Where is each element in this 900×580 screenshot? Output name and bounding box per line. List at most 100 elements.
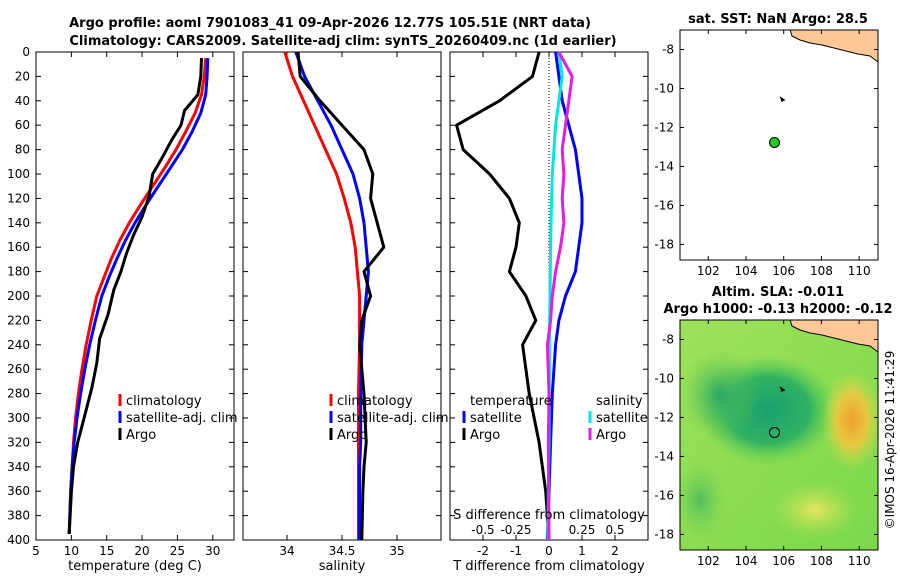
legend-s-argo: Argo — [596, 428, 626, 443]
lon-tick-label: 110 — [848, 554, 871, 568]
x-tick-label: 1 — [578, 544, 586, 558]
y-tick-label: 40 — [15, 94, 30, 108]
y-tick-label: 220 — [7, 313, 30, 327]
s-tick-label: 0.5 — [605, 523, 624, 537]
temperature-axis-label: temperature (deg C) — [68, 559, 202, 574]
legend-argo: Argo — [337, 428, 367, 443]
series-line-satellite-adj-clim — [294, 51, 370, 540]
difference-panel: -2 -1 0 1 2 S difference from climatology -0… — [449, 51, 649, 574]
sla-map-axes — [679, 319, 879, 551]
y-tick-label: 80 — [15, 143, 30, 157]
salinity-ticks: 34 34.5 35 — [279, 52, 405, 558]
salinity-lines — [283, 51, 386, 541]
lat-tick-label: -12 — [654, 120, 674, 134]
lon-tick-label: 102 — [697, 264, 720, 278]
salinity-panel: 34 34.5 35 salinity climatology satellite-… — [242, 51, 449, 574]
lat-tick-label: -16 — [654, 488, 674, 502]
lat-tick-label: -8 — [662, 42, 674, 56]
sla-low-anomaly-sw — [675, 460, 725, 540]
x-tick-label: -2 — [477, 544, 489, 558]
temperature-lines — [67, 57, 210, 534]
x-tick-label: 10 — [64, 544, 79, 558]
x-tick-label: -1 — [510, 544, 522, 558]
lon-tick-label: 108 — [810, 554, 833, 568]
legend-temperature-title: temperature — [470, 394, 552, 409]
series-line-climatology — [283, 51, 362, 540]
y-tick-label: 280 — [7, 387, 30, 401]
sla-map-ticks: 102 104 106 108 110 -8 -10 -12 -14 -16 -18 — [654, 320, 878, 568]
temperature-diff-legend: temperature satellite Argo — [462, 394, 552, 443]
series-line-climatology — [67, 57, 208, 534]
salinity-depth-ticks — [243, 51, 441, 541]
salinity-diff-legend: salinity satellite Argo — [588, 394, 648, 443]
y-tick-label: 380 — [7, 509, 30, 523]
temperature-ticks: 5 10 15 20 25 30 — [32, 52, 220, 558]
sla-map-subtitle: Argo h1000: -0.13 h2000: -0.12 — [663, 302, 892, 317]
sst-map-ticks: 102 104 106 108 110 -8 -10 -12 -14 -16 -18 — [654, 30, 878, 278]
x-tick-label: 15 — [99, 544, 114, 558]
sla-map: Altim. SLA: -0.011 Argo h1000: -0.13 h20… — [654, 285, 892, 568]
lon-tick-label: 106 — [772, 554, 795, 568]
t-difference-axis-label: T difference from climatology — [452, 559, 645, 574]
y-tick-label: 140 — [7, 216, 30, 230]
sla-map-title: Altim. SLA: -0.011 — [712, 285, 844, 300]
x-tick-label: 2 — [611, 544, 619, 558]
x-tick-label: 30 — [205, 544, 220, 558]
legend-argo: Argo — [126, 428, 156, 443]
lat-tick-label: -16 — [654, 198, 674, 212]
series-line-satellite-adj-clim — [67, 58, 210, 534]
legend-climatology: climatology — [126, 394, 202, 409]
y-tick-label: 100 — [7, 167, 30, 181]
difference-lines — [455, 51, 584, 541]
y-tick-label: 200 — [7, 289, 30, 303]
y-tick-label: 120 — [7, 191, 30, 205]
y-tick-label: 240 — [7, 338, 30, 352]
salinity-axis-label: salinity — [319, 559, 366, 574]
sla-low-anomaly-west — [680, 350, 760, 440]
christmas-island — [779, 96, 786, 103]
lon-tick-label: 102 — [697, 554, 720, 568]
series-line-s-satellite — [546, 51, 564, 541]
lat-tick-label: -14 — [654, 449, 674, 463]
argo-position-marker — [768, 426, 780, 438]
imos-watermark: ©IMOS 16-Apr-2026 11:41:29 — [883, 351, 897, 530]
y-tick-label: 0 — [22, 45, 30, 59]
y-tick-label: 300 — [7, 411, 30, 425]
christmas-island — [779, 386, 786, 393]
lat-tick-label: -10 — [654, 81, 674, 95]
x-tick-label: 35 — [389, 544, 404, 558]
title-line-2: Climatology: CARS2009. Satellite-adj cli… — [69, 34, 616, 49]
difference-depth-ticks — [450, 51, 648, 541]
y-tick-label: 360 — [7, 484, 30, 498]
legend-s-satellite: satellite — [596, 411, 648, 426]
series-line-s-argo — [545, 51, 574, 541]
sla-high-anomaly — [822, 370, 882, 470]
title-line-1: Argo profile: aoml 7901083_41 09-Apr-202… — [69, 16, 591, 31]
s-tick-label: -0.25 — [500, 523, 531, 537]
s-tick-label: 0.25 — [569, 523, 596, 537]
series-line-t-argo — [455, 51, 551, 541]
lat-tick-label: -12 — [654, 410, 674, 424]
series-line-argo — [67, 58, 203, 534]
sst-map-title: sat. SST: NaN Argo: 28.5 — [688, 12, 868, 27]
lat-tick-label: -18 — [654, 237, 674, 251]
depth-ticks: 0 20 40 60 80 100 120 140 160 180 200 220 240 260 280 3… — [7, 45, 234, 547]
lon-tick-label: 106 — [772, 264, 795, 278]
temperature-axes — [35, 51, 235, 541]
y-tick-label: 260 — [7, 362, 30, 376]
x-tick-label: 0 — [545, 544, 553, 558]
x-tick-label: 20 — [134, 544, 149, 558]
legend-t-satellite: satellite — [470, 411, 522, 426]
lat-tick-label: -14 — [654, 159, 674, 173]
legend-climatology: climatology — [337, 394, 413, 409]
legend-satellite: satellite-adj. clim — [337, 411, 449, 426]
lon-tick-label: 104 — [735, 264, 758, 278]
x-tick-label: 34 — [279, 544, 294, 558]
x-tick-label: 25 — [170, 544, 185, 558]
salinity-legend: climatology satellite-adj. clim Argo — [329, 394, 449, 443]
legend-t-argo: Argo — [470, 428, 500, 443]
lat-tick-label: -8 — [662, 332, 674, 346]
lat-tick-label: -18 — [654, 527, 674, 541]
y-tick-label: 160 — [7, 240, 30, 254]
